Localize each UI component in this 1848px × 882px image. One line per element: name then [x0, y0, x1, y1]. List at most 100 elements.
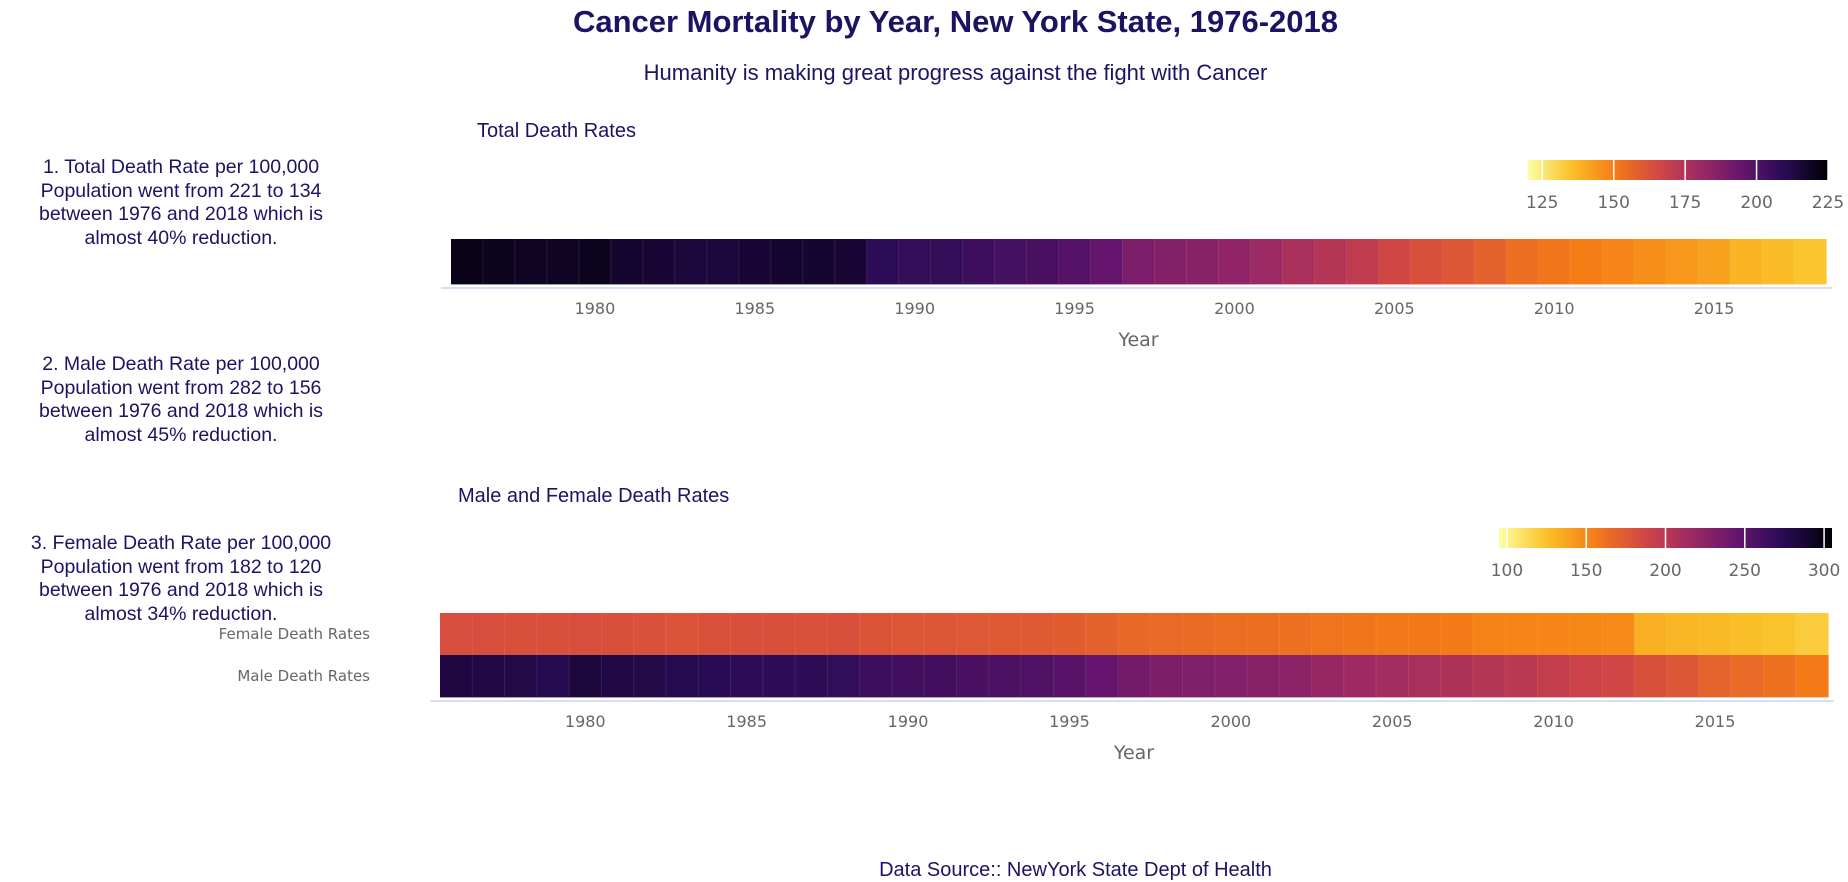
x-tick-label: 2010: [1534, 299, 1575, 318]
heatmap-cell: [762, 613, 796, 656]
heatmap-cell: [730, 613, 764, 656]
heatmap-cell: [1537, 655, 1571, 698]
heatmap-cell: [1182, 655, 1216, 698]
heatmap-cell: [1666, 613, 1700, 656]
heatmap-cell: [1763, 655, 1797, 698]
heatmap-cell: [1150, 655, 1184, 698]
note-line: almost 40% reduction.: [84, 226, 278, 249]
x-tick-label: 1995: [1054, 299, 1095, 318]
note-line: 2. Male Death Rate per 100,000: [42, 353, 320, 375]
heatmap-cell: [1698, 613, 1732, 656]
heatmap-cell: [1376, 655, 1409, 698]
heatmap-cell: [472, 655, 506, 698]
page-title: Cancer Mortality by Year, New York State…: [572, 4, 1339, 39]
heatmap-cell: [1282, 239, 1315, 285]
heatmap-cell: [440, 655, 473, 698]
heatmap-cell: [440, 613, 473, 656]
heatmap-cell: [1117, 655, 1151, 698]
heatmap-cell: [1442, 239, 1475, 285]
heatmap-cell: [1410, 239, 1443, 285]
heatmap-cell: [1246, 613, 1280, 656]
heatmap-cell: [1730, 239, 1763, 285]
note-line: almost 34% reduction.: [84, 602, 278, 625]
heatmap-cell: [546, 239, 580, 285]
note-male: 2. Male Death Rate per 100,000 Populatio…: [0, 353, 362, 447]
heatmap-cell: [1474, 239, 1507, 285]
x-tick-label: 2005: [1374, 299, 1415, 318]
heatmap-cell: [1117, 613, 1151, 656]
heatmap-cell: [642, 239, 676, 285]
heatmap-cell: [665, 655, 699, 698]
heatmap-cell: [762, 655, 796, 698]
heatmap-cell: [472, 613, 506, 656]
heatmap-cell: [1440, 655, 1474, 698]
heatmap-cell: [601, 655, 635, 698]
heatmap-cell: [1182, 613, 1216, 656]
heatmap-cell: [1021, 655, 1054, 698]
heatmap-cell: [1376, 613, 1409, 656]
heatmap-cell: [795, 613, 828, 656]
heatmap-cell: [1408, 655, 1442, 698]
x-tick-label: 1985: [726, 712, 767, 731]
colorbar-tick-label: 125: [1526, 193, 1558, 213]
heatmap-cell: [1440, 613, 1474, 656]
heatmap-cell: [601, 613, 635, 656]
colorbar-tick-label: 225: [1812, 193, 1844, 213]
heatmap-cell: [1343, 655, 1377, 698]
heatmap-cell: [504, 655, 538, 698]
heatmap-cell: [1634, 655, 1668, 698]
heatmap-cell: [536, 655, 570, 698]
colorbar-tick-label: 100: [1491, 561, 1523, 581]
colorbar-tick-label: 150: [1597, 193, 1629, 213]
heatmap-cell: [1346, 239, 1379, 285]
heatmap-cell: [1279, 655, 1313, 698]
heatmap-cell: [924, 655, 958, 698]
heatmap-cell: [834, 239, 868, 285]
heatmap-cell: [1026, 239, 1060, 285]
y-tick-label: Male Death Rates: [237, 667, 370, 685]
heatmap-cell: [633, 613, 667, 656]
heatmap-cell: [930, 239, 964, 285]
note-total: 1. Total Death Rate per 100,000 Populati…: [0, 156, 362, 250]
x-tick-label: 1995: [1049, 712, 1090, 731]
heatmap-cell: [802, 239, 836, 285]
heatmap-cell: [1731, 613, 1765, 656]
heatmap-cell: [1634, 239, 1667, 285]
heatmap-cell: [451, 239, 484, 285]
heatmap-cell: [1569, 613, 1603, 656]
heatmap-cell: [866, 239, 900, 285]
note-line: almost 45% reduction.: [84, 423, 278, 446]
heatmap-cell: [1602, 655, 1635, 698]
heatmap-cell: [1154, 239, 1188, 285]
heatmap-cell: [1218, 239, 1252, 285]
heatmap-cell: [1122, 239, 1156, 285]
x-axis-title: Year: [1113, 742, 1154, 764]
heatmap-cell: [827, 655, 861, 698]
note-line: Population went from 282 to 156: [40, 376, 322, 399]
heatmap-cell: [536, 613, 570, 656]
heatmap-cell: [1472, 655, 1506, 698]
heatmap-cell: [1538, 239, 1571, 285]
heatmap-cell: [994, 239, 1028, 285]
heatmap-cell: [859, 655, 893, 698]
x-tick-label: 1990: [888, 712, 929, 731]
page-subtitle: Humanity is making great progress agains…: [643, 60, 1268, 85]
heatmap-cell: [956, 655, 990, 698]
heatmap-cell: [738, 239, 772, 285]
heatmap-cell: [1602, 613, 1635, 656]
heatmap-cell: [610, 239, 644, 285]
heatmap-cell: [1279, 613, 1313, 656]
colorbar-tick-label: 200: [1649, 561, 1681, 581]
heatmap-cell: [1058, 239, 1092, 285]
note-female: 3. Female Death Rate per 100,000 Populat…: [0, 532, 362, 626]
heatmap-cell: [482, 239, 516, 285]
heatmap-cell: [891, 655, 925, 698]
note-line: Population went from 182 to 120: [40, 555, 322, 578]
heatmap-cell: [1666, 239, 1699, 285]
heatmap-cell: [1569, 655, 1603, 698]
heatmap-cell: [1214, 655, 1248, 698]
colorbar-tick-label: 150: [1570, 561, 1602, 581]
heatmap-cell: [730, 655, 764, 698]
heatmap-cell: [924, 613, 958, 656]
heatmap-cell: [1085, 655, 1119, 698]
